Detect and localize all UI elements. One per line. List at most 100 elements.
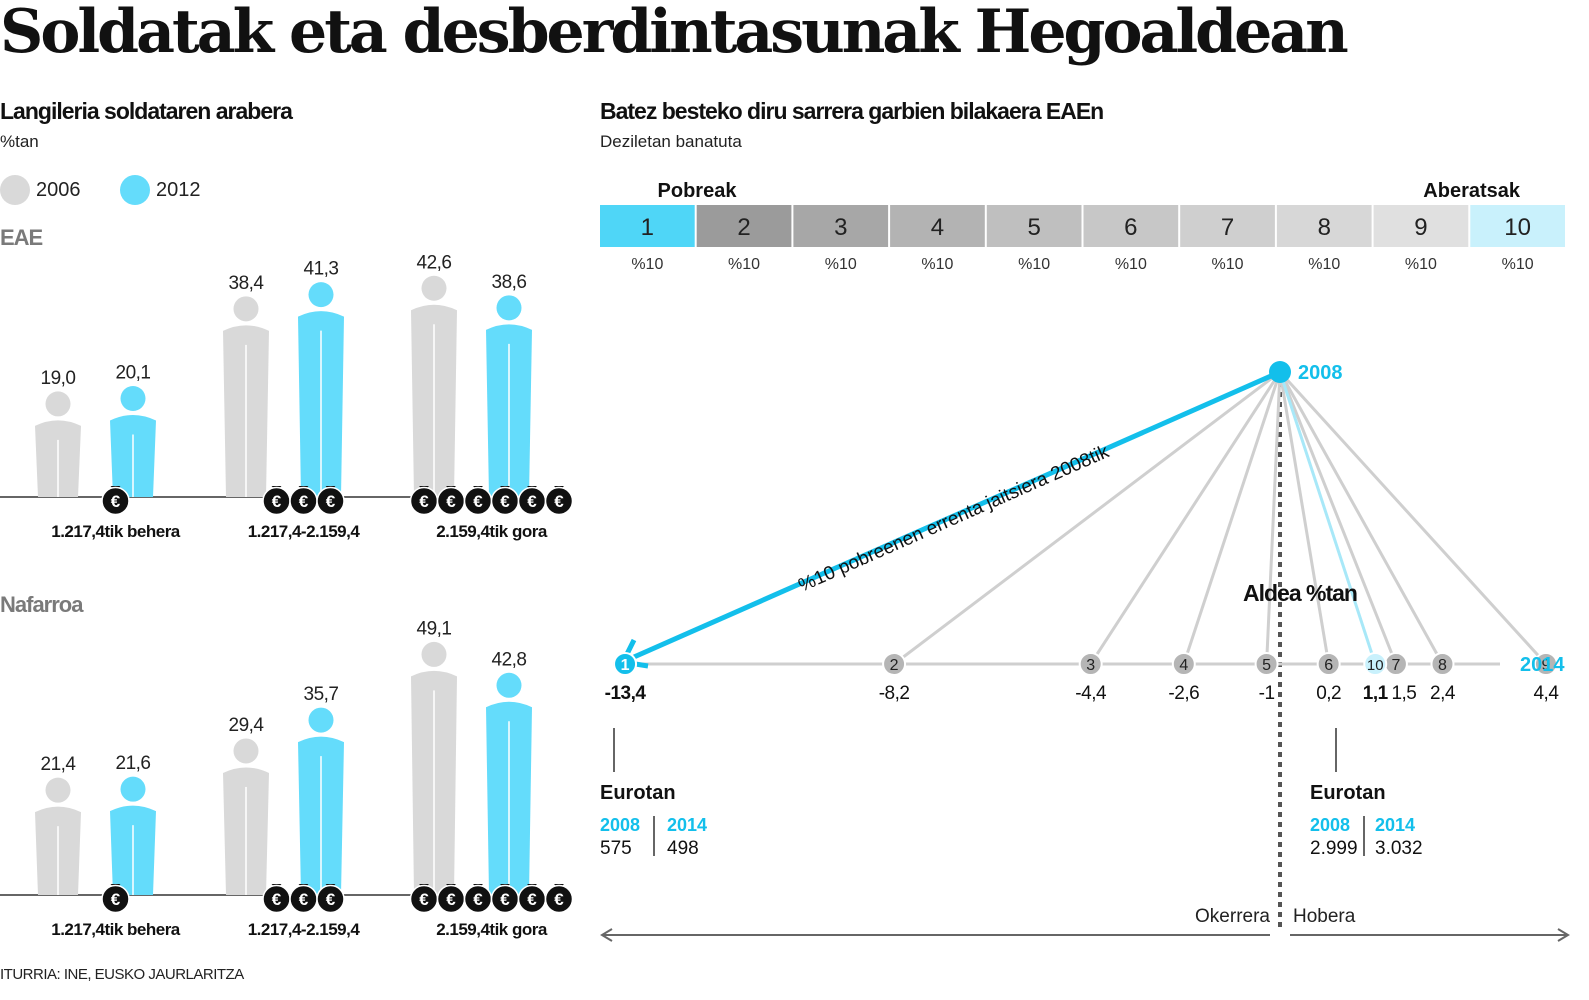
- eurotan-left-year-2008: 2008: [600, 815, 640, 835]
- value-label-eae-2006-2: 38,4: [229, 273, 265, 294]
- eurotan-left-value-2008: 575: [600, 838, 632, 859]
- change-label-10: 1,1: [1363, 683, 1389, 704]
- decile-nodes: 1 -13,4 2 -8,2 3 -4,4 4 -2,6 5 -1 6 0,2 7 1,5 8 2,4 9 4,4…: [605, 652, 1560, 704]
- svg-text:€: €: [554, 492, 564, 511]
- svg-text:€: €: [111, 890, 121, 909]
- point-2008: [1269, 361, 1291, 383]
- fan-line-3: [1089, 371, 1282, 665]
- decile-node-10: [1363, 652, 1388, 676]
- fan-line-10: [1278, 371, 1377, 665]
- decile-number-2: 2: [737, 214, 750, 241]
- label-2014: 2014: [1520, 654, 1565, 676]
- svg-text:€: €: [473, 492, 483, 511]
- value-label-nafarroa-2006-2: 29,4: [229, 715, 265, 736]
- person-nafarroa-2012-3: [486, 672, 532, 895]
- people-chart-nafarroa: 21,4 21,6 €1.217,4tik behera 29,4 35,7 € € €1.2…: [0, 618, 574, 939]
- change-label-1: -13,4: [605, 683, 647, 704]
- euro-icon-nafarroa-3-3: €: [463, 884, 493, 914]
- decile-node-number-4: 4: [1179, 657, 1188, 674]
- person-eae-2006-2: [223, 296, 269, 497]
- decile-share-3: %10: [825, 256, 857, 273]
- euro-icon-eae-2-1: €: [262, 486, 291, 516]
- decile-cell-3: [793, 205, 889, 247]
- decile-share-8: %10: [1308, 256, 1340, 273]
- label-2008: 2008: [1298, 362, 1343, 384]
- decline-arrow: [632, 369, 1282, 660]
- decile-node-6: [1316, 652, 1341, 676]
- category-label-nafarroa-1: 1.217,4tik behera: [51, 920, 181, 939]
- fan-line-8: [1278, 371, 1444, 665]
- right-section-subtitle: Deziletan banatuta: [600, 132, 742, 151]
- euro-icon-nafarroa-3-6: €: [544, 884, 574, 914]
- decile-node-number-10: 10: [1367, 657, 1384, 674]
- euro-icon-eae-3-4: €: [490, 486, 520, 516]
- decile-number-3: 3: [834, 214, 847, 241]
- worse-arrow-head: [600, 928, 613, 942]
- decile-node-5: [1254, 652, 1279, 676]
- decile-number-9: 9: [1414, 214, 1427, 241]
- decile-node-number-1: 1: [621, 657, 630, 674]
- decile-node-number-7: 7: [1391, 657, 1400, 674]
- decile-node-number-5: 5: [1262, 657, 1271, 674]
- svg-text:€: €: [500, 492, 510, 511]
- svg-text:€: €: [554, 890, 564, 909]
- value-label-nafarroa-2006-1: 21,4: [41, 754, 77, 775]
- decile-share-5: %10: [1018, 256, 1050, 273]
- legend-2012: 2012: [120, 175, 201, 205]
- change-label-7: 1,5: [1391, 683, 1416, 704]
- value-label-nafarroa-2012-1: 21,6: [116, 753, 151, 774]
- category-label-eae-1: 1.217,4tik behera: [51, 522, 181, 541]
- euro-icon-eae-3-3: €: [463, 486, 493, 516]
- svg-text:€: €: [419, 492, 429, 511]
- euro-icon-eae-2-2: €: [289, 486, 318, 516]
- euro-icon-nafarroa-2-3: €: [316, 884, 345, 914]
- people-chart: 19,0 20,1 €1.217,4tik behera 38,4 41,3 € € €1.2…: [0, 252, 574, 939]
- decile-node-number-2: 2: [890, 657, 899, 674]
- fan-line-2: [893, 370, 1281, 666]
- euro-icon-eae-1-1: €: [101, 486, 130, 516]
- svg-text:€: €: [419, 890, 429, 909]
- person-nafarroa-2006-3: [411, 641, 457, 895]
- change-label-9: 4,4: [1533, 683, 1559, 704]
- person-eae-2012-1: [110, 386, 156, 497]
- region-label-eae: EAE: [0, 225, 43, 250]
- decile-node-number-6: 6: [1324, 657, 1333, 674]
- eurotan-right-label: Eurotan: [1310, 782, 1386, 804]
- decile-cell-4: [890, 205, 985, 247]
- decile-chart: Pobreak Aberatsak 1 %10 2 %10 3 %10 4 %10 5 %10 6%…: [600, 180, 1570, 942]
- decile-node-2: [882, 652, 907, 676]
- decile-node-3: [1078, 652, 1103, 676]
- value-label-eae-2012-1: 20,1: [116, 363, 151, 384]
- worse-label: Okerrera: [1195, 906, 1270, 927]
- value-label-eae-2012-2: 41,3: [304, 259, 339, 280]
- svg-text:€: €: [299, 890, 309, 909]
- decile-node-1: [613, 652, 638, 676]
- legend-swatch-2012: [120, 175, 150, 205]
- people-chart-eae: 19,0 20,1 €1.217,4tik behera 38,4 41,3 € € €1.2…: [0, 252, 574, 541]
- change-label-3: -4,4: [1075, 683, 1107, 704]
- decile-node-number-3: 3: [1086, 657, 1095, 674]
- category-label-eae-2: 1.217,4-2.159,4: [248, 522, 361, 541]
- decile-number-5: 5: [1027, 214, 1040, 241]
- decile-cell-10: [1470, 205, 1565, 247]
- fan-line-9: [1278, 370, 1548, 666]
- legend-2006: 2006: [0, 175, 81, 205]
- svg-text:€: €: [473, 890, 483, 909]
- person-eae-2006-1: [35, 391, 81, 497]
- person-eae-2012-2: [298, 282, 344, 497]
- value-label-eae-2006-1: 19,0: [41, 368, 76, 389]
- decile-number-8: 8: [1318, 214, 1331, 241]
- decile-number-7: 7: [1221, 214, 1234, 241]
- value-label-eae-2006-3: 42,6: [417, 252, 452, 273]
- svg-text:€: €: [446, 890, 456, 909]
- decile-share-4: %10: [921, 256, 953, 273]
- decile-share-10: %10: [1502, 256, 1534, 273]
- svg-text:€: €: [299, 492, 309, 511]
- category-label-eae-3: 2.159,4tik gora: [436, 522, 548, 541]
- eurotan-left-year-2014: 2014: [667, 815, 707, 835]
- fan-lines: [893, 370, 1548, 666]
- person-nafarroa-2006-1: [35, 777, 81, 895]
- value-label-nafarroa-2006-3: 49,1: [417, 618, 452, 639]
- svg-text:€: €: [500, 890, 510, 909]
- decile-share-2: %10: [728, 256, 760, 273]
